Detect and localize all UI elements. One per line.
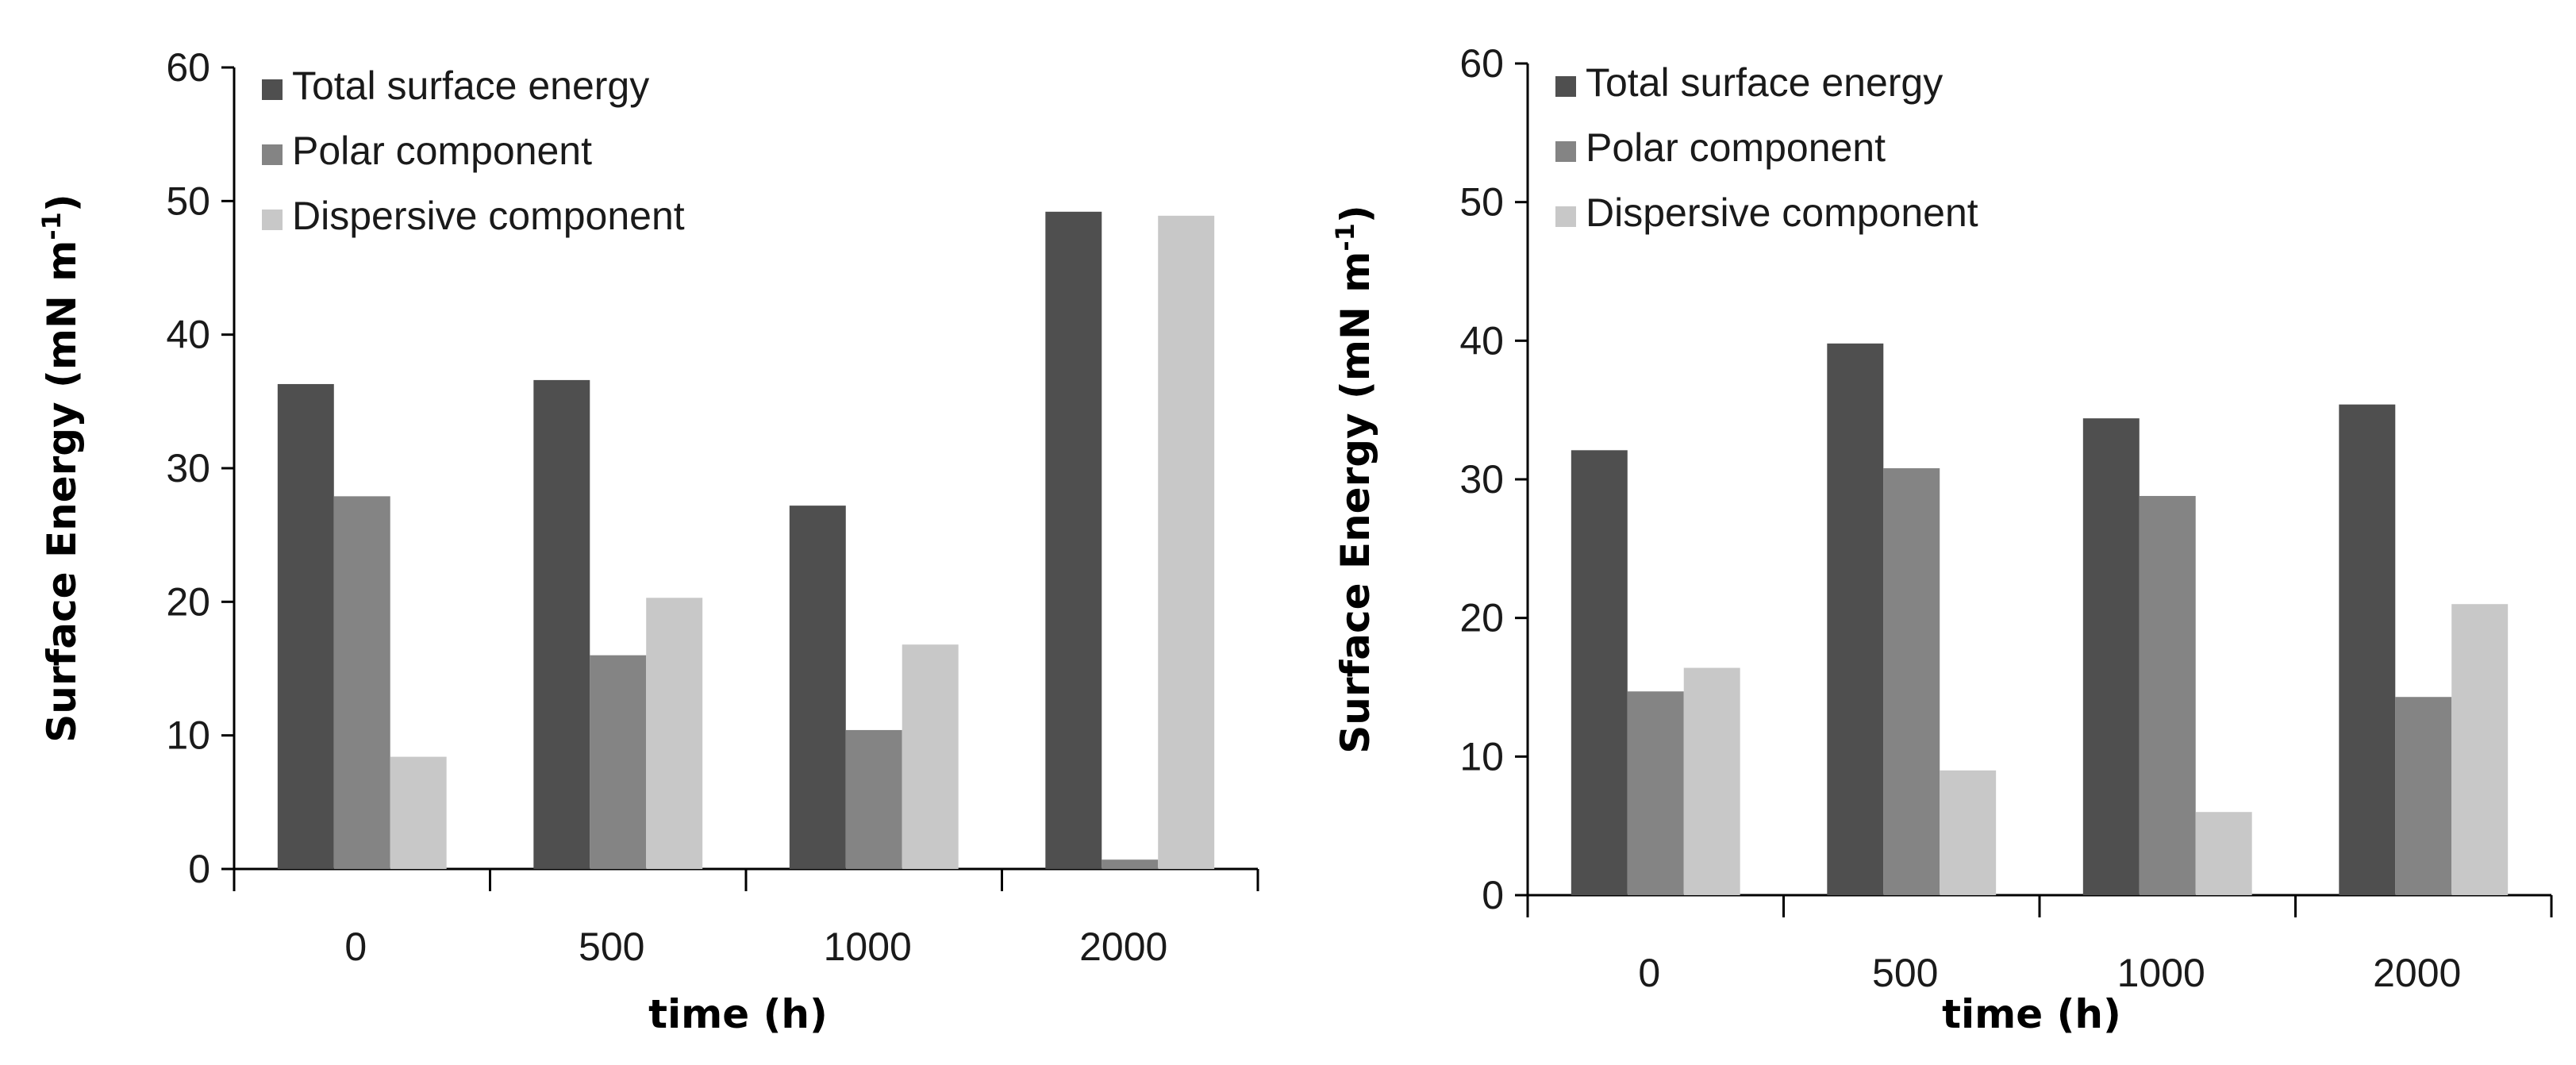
bar: [2195, 812, 2252, 895]
x-tick-label: 0: [1638, 951, 1660, 995]
bar: [1940, 770, 1997, 895]
bar: [390, 756, 447, 869]
bar: [1683, 667, 1740, 895]
y-tick-label: 50: [1459, 180, 1504, 225]
legend-swatch: [1555, 141, 1576, 162]
bar: [590, 655, 647, 869]
y-tick-label: 0: [188, 847, 210, 891]
x-tick-label: 2000: [2373, 951, 2461, 995]
legend-label: Dispersive component: [292, 194, 685, 238]
legend: Total surface energy Polar component Dispe…: [1555, 60, 1978, 235]
x-tick-marks: [1526, 895, 2553, 917]
legend-swatch: [262, 79, 283, 100]
y-tick-label: 20: [166, 579, 210, 624]
legend-swatch: [1555, 76, 1576, 97]
x-tick-label: 0: [344, 925, 367, 969]
bar: [2395, 697, 2452, 895]
legend-label: Polar component: [292, 129, 592, 173]
bar: [1627, 691, 1684, 895]
bar: [333, 496, 390, 869]
y-axis-title-close: ): [1332, 205, 1378, 223]
bar: [1045, 211, 1102, 869]
y-tick-label: 0: [1482, 873, 1504, 917]
y-tick-labels: 0 10 20 30 40 50 60: [1459, 41, 1528, 917]
legend: Total surface energy Polar component Dispe…: [262, 63, 685, 238]
y-tick-label: 60: [1459, 41, 1504, 86]
x-tick-labels: 0 500 1000 2000: [344, 925, 1167, 969]
bar: [1883, 468, 1940, 895]
legend-label: Total surface energy: [1586, 60, 1943, 105]
bar: [1158, 215, 1215, 870]
bar: [2339, 404, 2396, 895]
bar: [1571, 450, 1628, 895]
y-tick-labels: 0 10 20 30 40 50 60: [166, 45, 234, 891]
bar: [533, 379, 590, 869]
x-tick-label: 1000: [824, 925, 912, 969]
y-axis-title: Surface Energy (mN m-1): [1330, 205, 1378, 754]
bar: [277, 383, 334, 869]
y-tick-label: 30: [1459, 457, 1504, 502]
bar: [2451, 604, 2509, 895]
legend-label: Total surface energy: [292, 63, 649, 108]
legend-swatch: [1555, 206, 1576, 227]
y-tick-label: 10: [1459, 734, 1504, 779]
x-tick-label: 500: [1872, 951, 1938, 995]
bar: [1827, 343, 1884, 895]
bar: [2082, 418, 2140, 895]
legend-label: Polar component: [1586, 125, 1886, 170]
x-axis-title: time (h): [1942, 991, 2121, 1037]
chart-right: 0 10 20 30 40 50 60 0 500 1000 2000 Total surface…: [1330, 41, 2553, 1037]
legend-swatch: [262, 210, 283, 230]
x-axis-title: time (h): [648, 991, 828, 1037]
y-tick-label: 60: [166, 45, 210, 90]
y-axis-title-close: ): [39, 194, 85, 212]
x-tick-label: 2000: [1079, 925, 1167, 969]
bar: [902, 644, 959, 869]
bar: [646, 598, 703, 869]
y-tick-label: 40: [1459, 318, 1504, 363]
bar: [2139, 495, 2196, 895]
y-tick-label: 50: [166, 179, 210, 223]
y-tick-label: 30: [166, 446, 210, 490]
chart-left: 0 10 20 30 40 50 60 0 500 1000 2000 Total surface…: [37, 45, 1259, 1037]
y-tick-label: 20: [1459, 596, 1504, 640]
y-tick-label: 40: [166, 313, 210, 357]
y-axis-title-sup: -1: [1330, 223, 1360, 252]
y-tick-label: 10: [166, 713, 210, 758]
legend-swatch: [262, 144, 283, 165]
x-tick-label: 1000: [2117, 951, 2205, 995]
x-tick-labels: 0 500 1000 2000: [1638, 951, 2461, 995]
x-tick-marks: [233, 869, 1259, 891]
bar: [789, 506, 846, 869]
legend-label: Dispersive component: [1586, 190, 1978, 235]
y-axis-title-main: Surface Energy (mN m: [39, 240, 85, 743]
bar: [845, 729, 902, 869]
y-axis-title-sup: -1: [37, 212, 67, 240]
y-axis-title-main: Surface Energy (mN m: [1332, 252, 1378, 754]
bars: [277, 211, 1215, 870]
x-tick-label: 500: [579, 925, 644, 969]
bars: [1571, 343, 2509, 895]
bar: [1102, 859, 1159, 869]
y-axis-title: Surface Energy (mN m-1): [37, 194, 85, 743]
